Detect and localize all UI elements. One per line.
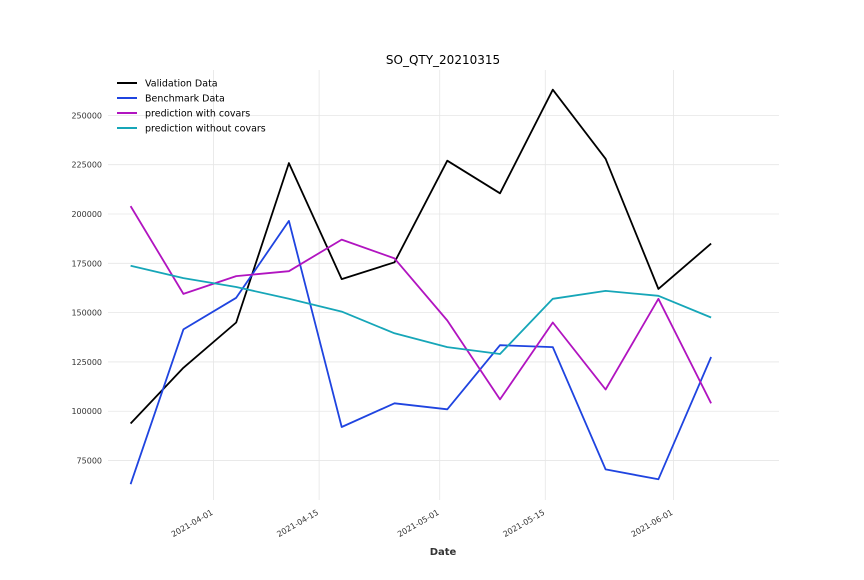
series-line-validation-data: [131, 90, 712, 424]
y-tick-label: 150000: [71, 309, 102, 318]
series-line-prediction-with-covars: [131, 206, 712, 403]
x-tick-label: 2021-04-01: [170, 508, 215, 539]
legend: Validation Data Benchmark Data prediction …: [117, 79, 266, 135]
legend-label: Benchmark Data: [145, 94, 225, 105]
y-tick-label: 125000: [71, 358, 102, 367]
legend-label: prediction with covars: [145, 109, 250, 120]
legend-label: prediction without covars: [145, 124, 266, 135]
series-lines: [131, 90, 712, 485]
x-tick-label: 2021-06-01: [630, 508, 675, 539]
chart-title: SO_QTY_20210315: [386, 53, 500, 67]
series-line-benchmark-data: [131, 221, 712, 484]
legend-label: Validation Data: [145, 79, 218, 90]
y-tick-label: 75000: [77, 457, 102, 466]
x-tick-label: 2021-04-15: [275, 508, 320, 539]
x-tick-label: 2021-05-01: [396, 508, 441, 539]
y-tick-label: 250000: [71, 111, 102, 120]
y-tick-label: 225000: [71, 161, 102, 170]
x-axis-label: Date: [430, 547, 457, 558]
y-tick-label: 100000: [71, 407, 102, 416]
x-tick-label: 2021-05-15: [502, 508, 547, 539]
y-tick-label: 200000: [71, 210, 102, 219]
y-tick-label: 175000: [71, 259, 102, 268]
